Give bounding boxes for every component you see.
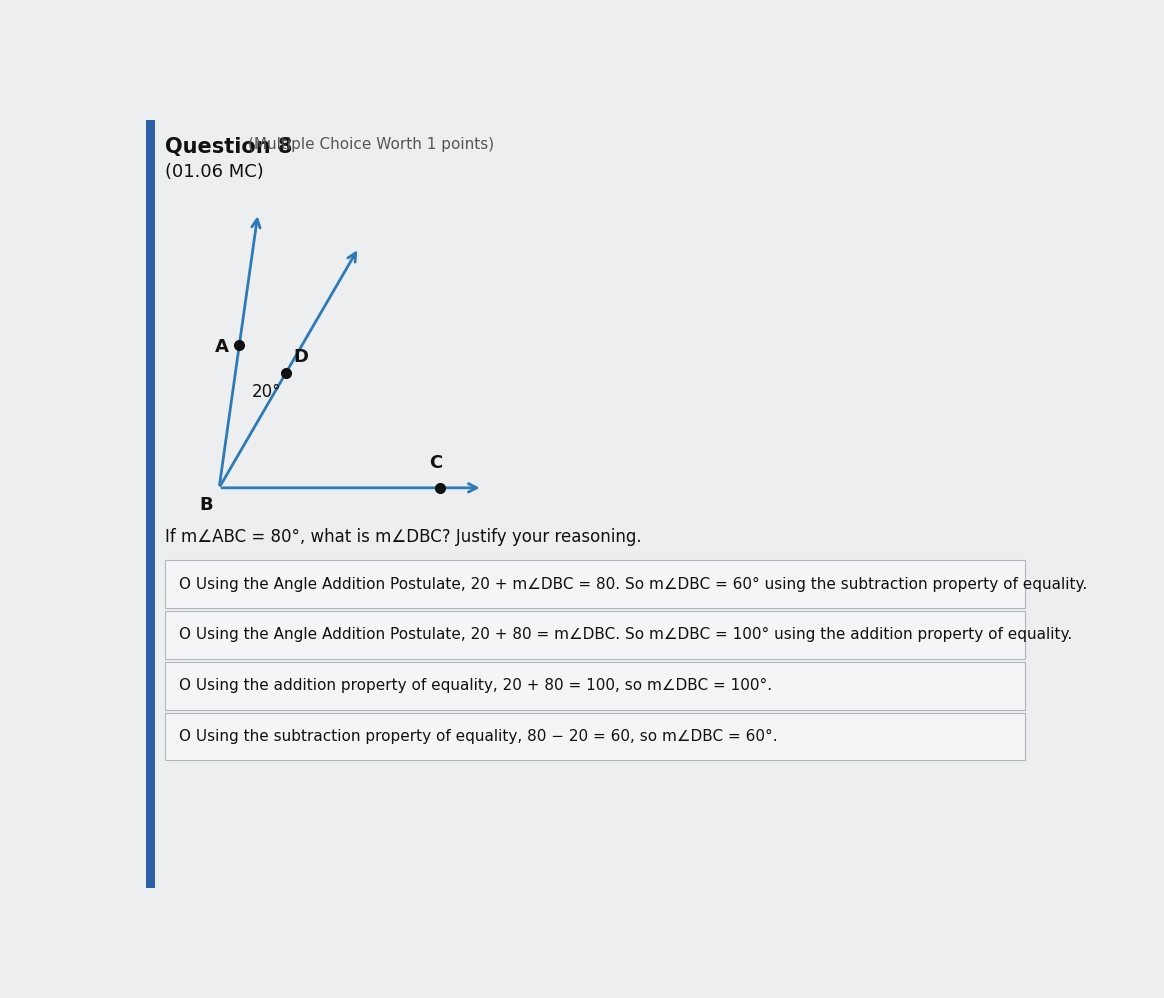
Text: B: B [199, 496, 213, 514]
FancyBboxPatch shape [165, 713, 1025, 760]
Text: (01.06 MC): (01.06 MC) [165, 163, 263, 181]
Text: If m∠ABC = 80°, what is m∠DBC? Justify your reasoning.: If m∠ABC = 80°, what is m∠DBC? Justify y… [165, 528, 641, 546]
Text: D: D [293, 348, 308, 366]
Text: O Using the Angle Addition Postulate, 20 + 80 = m∠DBC. So m∠DBC = 100° using the: O Using the Angle Addition Postulate, 20… [179, 628, 1072, 643]
FancyBboxPatch shape [165, 560, 1025, 608]
Bar [146, 120, 155, 888]
Text: O Using the addition property of equality, 20 + 80 = 100, so m∠DBC = 100°.: O Using the addition property of equalit… [179, 679, 772, 694]
Text: (Multiple Choice Worth 1 points): (Multiple Choice Worth 1 points) [248, 137, 494, 152]
FancyBboxPatch shape [165, 662, 1025, 710]
Text: 20°: 20° [251, 382, 282, 400]
Text: A: A [214, 337, 228, 355]
Text: O Using the subtraction property of equality, 80 − 20 = 60, so m∠DBC = 60°.: O Using the subtraction property of equa… [179, 729, 778, 745]
Text: O Using the Angle Addition Postulate, 20 + m∠DBC = 80. So m∠DBC = 60° using the : O Using the Angle Addition Postulate, 20… [179, 577, 1087, 592]
Text: C: C [430, 454, 442, 472]
FancyBboxPatch shape [165, 611, 1025, 659]
Text: Question 8: Question 8 [165, 137, 292, 157]
